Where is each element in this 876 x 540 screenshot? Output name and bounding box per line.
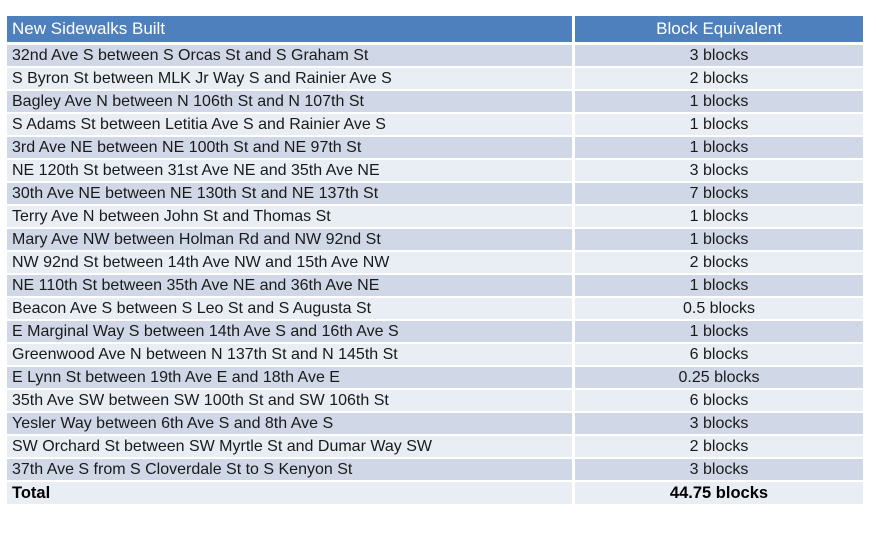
block-equivalent-cell: 2 blocks	[575, 68, 863, 89]
sidewalk-location-cell: NW 92nd St between 14th Ave NW and 15th …	[7, 252, 572, 273]
block-equivalent-cell: 1 blocks	[575, 321, 863, 342]
table-row: NE 110th St between 35th Ave NE and 36th…	[7, 275, 863, 296]
table-row: Mary Ave NW between Holman Rd and NW 92n…	[7, 229, 863, 250]
column-header-block-equivalent: Block Equivalent	[575, 16, 863, 42]
sidewalk-location-cell: Beacon Ave S between S Leo St and S Augu…	[7, 298, 572, 319]
table-row: 35th Ave SW between SW 100th St and SW 1…	[7, 390, 863, 411]
sidewalk-location-cell: 32nd Ave S between S Orcas St and S Grah…	[7, 45, 572, 66]
sidewalk-location-cell: E Marginal Way S between 14th Ave S and …	[7, 321, 572, 342]
sidewalk-location-cell: 35th Ave SW between SW 100th St and SW 1…	[7, 390, 572, 411]
table-row: S Adams St between Letitia Ave S and Rai…	[7, 114, 863, 135]
sidewalk-location-cell: NE 120th St between 31st Ave NE and 35th…	[7, 160, 572, 181]
table-row: E Lynn St between 19th Ave E and 18th Av…	[7, 367, 863, 388]
table-header-row: New Sidewalks Built Block Equivalent	[7, 16, 863, 42]
sidewalk-location-cell: Mary Ave NW between Holman Rd and NW 92n…	[7, 229, 572, 250]
table-row: E Marginal Way S between 14th Ave S and …	[7, 321, 863, 342]
block-equivalent-cell: 7 blocks	[575, 183, 863, 204]
block-equivalent-cell: 1 blocks	[575, 229, 863, 250]
table-total-row: Total 44.75 blocks	[7, 482, 863, 504]
table-row: SW Orchard St between SW Myrtle St and D…	[7, 436, 863, 457]
sidewalk-location-cell: 37th Ave S from S Cloverdale St to S Ken…	[7, 459, 572, 480]
total-label-cell: Total	[7, 482, 572, 504]
table-row: Yesler Way between 6th Ave S and 8th Ave…	[7, 413, 863, 434]
block-equivalent-cell: 3 blocks	[575, 413, 863, 434]
block-equivalent-cell: 1 blocks	[575, 275, 863, 296]
sidewalk-location-cell: Yesler Way between 6th Ave S and 8th Ave…	[7, 413, 572, 434]
block-equivalent-cell: 3 blocks	[575, 459, 863, 480]
sidewalk-location-cell: Greenwood Ave N between N 137th St and N…	[7, 344, 572, 365]
block-equivalent-cell: 3 blocks	[575, 45, 863, 66]
sidewalk-location-cell: S Byron St between MLK Jr Way S and Rain…	[7, 68, 572, 89]
sidewalk-location-cell: 3rd Ave NE between NE 100th St and NE 97…	[7, 137, 572, 158]
block-equivalent-cell: 1 blocks	[575, 91, 863, 112]
sidewalk-location-cell: NE 110th St between 35th Ave NE and 36th…	[7, 275, 572, 296]
sidewalk-location-cell: S Adams St between Letitia Ave S and Rai…	[7, 114, 572, 135]
block-equivalent-cell: 2 blocks	[575, 252, 863, 273]
table-body: 32nd Ave S between S Orcas St and S Grah…	[7, 45, 863, 480]
sidewalk-location-cell: E Lynn St between 19th Ave E and 18th Av…	[7, 367, 572, 388]
table-row: NW 92nd St between 14th Ave NW and 15th …	[7, 252, 863, 273]
block-equivalent-cell: 6 blocks	[575, 390, 863, 411]
table-row: S Byron St between MLK Jr Way S and Rain…	[7, 68, 863, 89]
column-header-new-sidewalks-built: New Sidewalks Built	[7, 16, 572, 42]
total-value-cell: 44.75 blocks	[575, 482, 863, 504]
table-row: NE 120th St between 31st Ave NE and 35th…	[7, 160, 863, 181]
sidewalk-location-cell: Terry Ave N between John St and Thomas S…	[7, 206, 572, 227]
block-equivalent-cell: 2 blocks	[575, 436, 863, 457]
sidewalk-location-cell: SW Orchard St between SW Myrtle St and D…	[7, 436, 572, 457]
block-equivalent-cell: 6 blocks	[575, 344, 863, 365]
block-equivalent-cell: 0.25 blocks	[575, 367, 863, 388]
sidewalk-location-cell: Bagley Ave N between N 106th St and N 10…	[7, 91, 572, 112]
block-equivalent-cell: 1 blocks	[575, 114, 863, 135]
block-equivalent-cell: 3 blocks	[575, 160, 863, 181]
table-row: Bagley Ave N between N 106th St and N 10…	[7, 91, 863, 112]
table-row: Beacon Ave S between S Leo St and S Augu…	[7, 298, 863, 319]
block-equivalent-cell: 0.5 blocks	[575, 298, 863, 319]
table-row: 37th Ave S from S Cloverdale St to S Ken…	[7, 459, 863, 480]
table-row: Terry Ave N between John St and Thomas S…	[7, 206, 863, 227]
table-row: 32nd Ave S between S Orcas St and S Grah…	[7, 45, 863, 66]
table-row: 30th Ave NE between NE 130th St and NE 1…	[7, 183, 863, 204]
sidewalk-location-cell: 30th Ave NE between NE 130th St and NE 1…	[7, 183, 572, 204]
block-equivalent-cell: 1 blocks	[575, 206, 863, 227]
table-row: 3rd Ave NE between NE 100th St and NE 97…	[7, 137, 863, 158]
sidewalks-table: New Sidewalks Built Block Equivalent 32n…	[7, 16, 863, 506]
table-row: Greenwood Ave N between N 137th St and N…	[7, 344, 863, 365]
block-equivalent-cell: 1 blocks	[575, 137, 863, 158]
